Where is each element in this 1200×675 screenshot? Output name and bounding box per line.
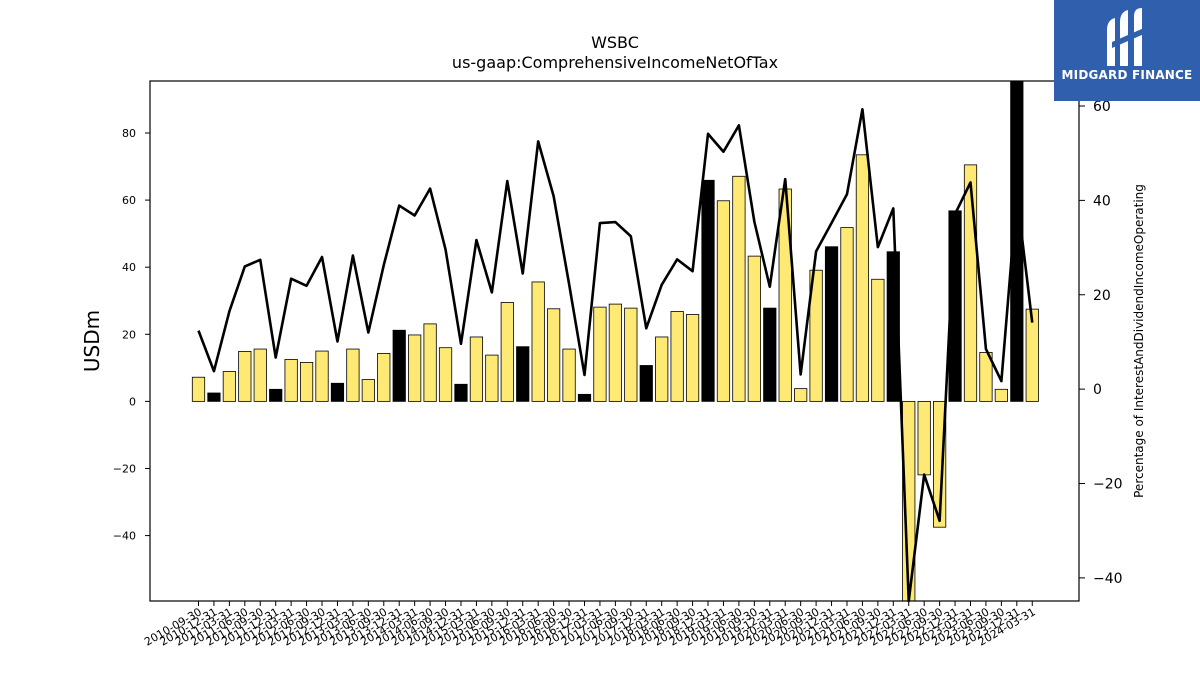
bar — [716, 200, 731, 402]
bar — [485, 354, 499, 402]
bars — [191, 80, 1039, 602]
x-axis: 2010-09-302010-12-312011-03-312011-06-30… — [142, 601, 1038, 649]
bar — [794, 388, 808, 402]
bar — [207, 392, 221, 402]
chart-title: WSBC — [591, 33, 639, 52]
y-tick-label: −40 — [113, 530, 136, 543]
bar — [732, 175, 746, 402]
y2-axis-label: Percentage of InterestAndDividendIncomeO… — [1132, 184, 1146, 498]
y-tick-label: −20 — [113, 462, 136, 475]
y-tick-label: 60 — [122, 194, 136, 207]
bar — [824, 246, 839, 402]
y2-tick-label: −20 — [1093, 477, 1123, 493]
bar — [547, 308, 561, 402]
y2-tick-label: 40 — [1093, 193, 1111, 209]
y2-tick-label: 0 — [1093, 382, 1102, 398]
y-axis-left: −40 −20 0 20 40 60 80 — [113, 127, 150, 543]
bar — [284, 359, 298, 402]
bar — [346, 348, 360, 402]
bar — [222, 371, 236, 402]
bar — [624, 307, 638, 402]
bar — [840, 227, 854, 402]
bar — [670, 311, 684, 402]
y2-tick-label: −40 — [1093, 571, 1123, 587]
bar — [253, 348, 267, 402]
y-tick-label: 40 — [122, 261, 136, 274]
bar — [701, 179, 715, 402]
bar — [423, 323, 437, 402]
bar — [593, 306, 607, 402]
y-axis-right: −40 −20 0 20 40 60 — [1079, 99, 1123, 587]
bar — [191, 376, 206, 402]
bar — [408, 334, 422, 402]
bar — [747, 255, 761, 402]
bar — [1025, 308, 1039, 402]
y-tick-label: 20 — [122, 328, 136, 341]
bar — [917, 400, 931, 476]
line-series — [197, 108, 1034, 603]
bar — [269, 388, 283, 402]
bar — [454, 383, 468, 402]
bar — [469, 336, 484, 402]
bar — [963, 164, 978, 402]
bar — [299, 362, 314, 402]
bar — [979, 352, 993, 402]
line-path — [197, 108, 1034, 603]
bar — [315, 350, 329, 402]
bar — [871, 278, 885, 402]
bar — [562, 348, 576, 402]
bar — [377, 353, 391, 402]
bar — [608, 303, 622, 402]
bar — [763, 307, 777, 402]
logo: MIDGARD FINANCE — [1054, 0, 1200, 101]
y-axis-label: USDm — [80, 310, 104, 372]
y-tick-label: 80 — [122, 127, 136, 140]
bar — [809, 269, 823, 402]
bar — [639, 365, 653, 402]
y2-tick-label: 60 — [1093, 99, 1111, 115]
bar — [577, 393, 592, 402]
y2-tick-label: 20 — [1093, 288, 1111, 304]
bar — [500, 302, 514, 402]
bar — [238, 350, 252, 402]
bar — [655, 336, 669, 402]
bar — [531, 281, 545, 402]
chart-subtitle: us-gaap:ComprehensiveIncomeNetOfTax — [452, 53, 778, 72]
bar — [685, 314, 700, 402]
bar — [361, 379, 375, 402]
bar — [392, 329, 406, 402]
plot-frame — [149, 80, 1080, 602]
bar — [855, 154, 870, 402]
y-tick-label: 0 — [129, 395, 136, 408]
logo-text: MIDGARD FINANCE — [1061, 68, 1193, 82]
logo-mark-icon — [1107, 8, 1144, 66]
bar — [516, 346, 530, 402]
bar — [994, 388, 1008, 402]
bar — [933, 400, 947, 528]
bar — [438, 347, 453, 402]
bar — [330, 382, 345, 402]
